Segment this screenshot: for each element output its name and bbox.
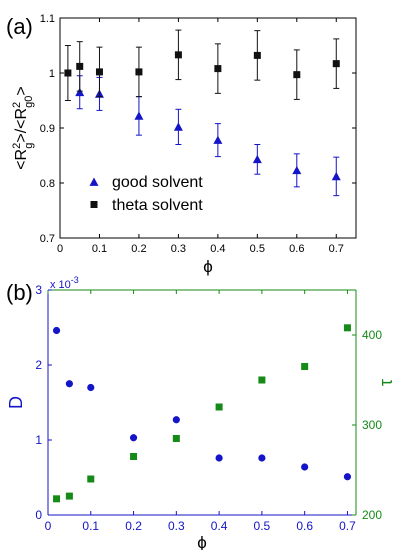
panel-a-y-ticks: 0.7 0.8 0.9 1 1.1 xyxy=(40,13,356,245)
x-tick-label: 0.6 xyxy=(289,243,304,255)
good-solvent-point xyxy=(173,122,183,131)
left-tick-label: 3 xyxy=(35,283,42,297)
y-tick-label: 0.9 xyxy=(40,123,55,135)
diffusion-point xyxy=(343,473,352,481)
right-tick-label: 400 xyxy=(362,328,382,342)
x-tick-label: 0.6 xyxy=(296,519,313,533)
panel-b-x-ticks: 0 0.1 0.2 0.3 0.4 0.5 0.6 0.7 xyxy=(45,290,356,533)
panel-a-x-label: ϕ xyxy=(203,257,213,276)
tau-point xyxy=(301,363,309,370)
left-tick-label: 2 xyxy=(35,358,42,372)
x-tick-label: 0 xyxy=(45,519,52,533)
good-solvent-point xyxy=(75,87,85,97)
x-tick-label: 0.7 xyxy=(339,519,356,533)
panel-b-left-axis-label: D xyxy=(6,396,26,409)
good-solvent-point xyxy=(134,111,144,120)
multiplier-base: x 10 xyxy=(50,279,71,291)
panel-b-exponent-multiplier: x 10-3 xyxy=(50,275,79,291)
tau-point xyxy=(215,403,223,411)
tau-point xyxy=(130,453,138,460)
x-tick-label: 0.2 xyxy=(125,519,142,533)
x-tick-label: 0.2 xyxy=(131,243,146,255)
panel-a-y-label: <R2g>/<R2g0> xyxy=(11,86,35,170)
left-tick-label: 0 xyxy=(35,508,42,522)
y-tick-label: 0.8 xyxy=(40,178,55,190)
panel-b-data-points xyxy=(52,324,352,503)
x-tick-label: 0.5 xyxy=(254,519,271,533)
theta-solvent-point xyxy=(95,68,103,76)
diffusion-point xyxy=(52,326,61,335)
right-tick-label: 300 xyxy=(362,418,382,432)
panel-b-right-axis-label: τ xyxy=(376,379,396,386)
multiplier-exponent: -3 xyxy=(71,275,79,285)
legend-good-solvent-label: good solvent xyxy=(112,174,203,191)
panel-a-legend: good solvent theta solvent xyxy=(89,174,203,214)
theta-solvent-point xyxy=(214,65,222,73)
right-tick-label: 200 xyxy=(362,508,382,522)
panel-b-left-ticks: 0 1 2 3 xyxy=(35,283,52,522)
tau-point xyxy=(172,435,180,442)
legend-theta-solvent-label: theta solvent xyxy=(112,197,203,214)
diffusion-point xyxy=(172,416,180,424)
theta-solvent-point xyxy=(64,69,72,77)
legend-good-solvent-marker xyxy=(89,177,99,186)
panel-a: (a) 0 0.1 0.2 0.3 0.4 0.5 0.6 0.7 0.7 0.8 0.9 1 1.1… xyxy=(6,13,357,276)
x-tick-label: 0.3 xyxy=(168,519,185,533)
x-tick-label: 0.7 xyxy=(329,243,344,255)
x-tick-label: 0.3 xyxy=(171,243,186,255)
panel-b-x-label: ϕ xyxy=(197,533,207,550)
theta-solvent-point xyxy=(174,51,182,59)
diffusion-point xyxy=(215,454,223,462)
panel-a-data-points xyxy=(64,29,341,197)
x-tick-label: 0.4 xyxy=(210,243,225,255)
tau-point xyxy=(65,492,73,500)
panel-b-label: (b) xyxy=(6,280,33,305)
theta-solvent-point xyxy=(293,71,301,79)
panel-a-x-ticks: 0 0.1 0.2 0.3 0.4 0.5 0.6 0.7 xyxy=(57,18,344,255)
good-solvent-point xyxy=(213,135,223,144)
left-tick-label: 1 xyxy=(35,433,42,447)
good-solvent-point xyxy=(331,171,341,181)
diffusion-point xyxy=(258,454,266,462)
diffusion-point xyxy=(301,463,309,471)
panel-a-plot-frame xyxy=(59,17,357,239)
panel-b: (b) 0 0.1 0.2 0.3 0.4 0.5 0.6 0.7 0 1 2 3 200 300 40… xyxy=(6,275,396,550)
tau-point xyxy=(343,324,351,332)
tau-point xyxy=(53,495,61,503)
x-tick-label: 0 xyxy=(57,243,63,255)
diffusion-point xyxy=(87,383,95,392)
panel-b-right-ticks: 200 300 400 xyxy=(352,328,382,522)
theta-solvent-point xyxy=(253,51,261,59)
y-tick-label: 1.1 xyxy=(40,13,55,25)
diffusion-point xyxy=(129,434,138,442)
good-solvent-point xyxy=(252,154,262,164)
x-tick-label: 0.4 xyxy=(211,519,228,533)
tau-point xyxy=(258,376,266,384)
panel-a-label: (a) xyxy=(6,14,33,39)
y-tick-label: 0.7 xyxy=(40,233,55,245)
theta-solvent-point xyxy=(135,68,143,76)
x-tick-label: 0.1 xyxy=(82,519,99,533)
good-solvent-point xyxy=(292,165,302,175)
legend-theta-solvent-marker xyxy=(90,201,98,208)
x-tick-label: 0.5 xyxy=(250,243,265,255)
y-tick-label: 1 xyxy=(49,68,55,80)
x-tick-label: 0.1 xyxy=(92,243,107,255)
tau-point xyxy=(87,475,95,483)
diffusion-point xyxy=(65,380,73,388)
theta-solvent-point xyxy=(332,60,340,68)
theta-solvent-point xyxy=(76,62,84,70)
